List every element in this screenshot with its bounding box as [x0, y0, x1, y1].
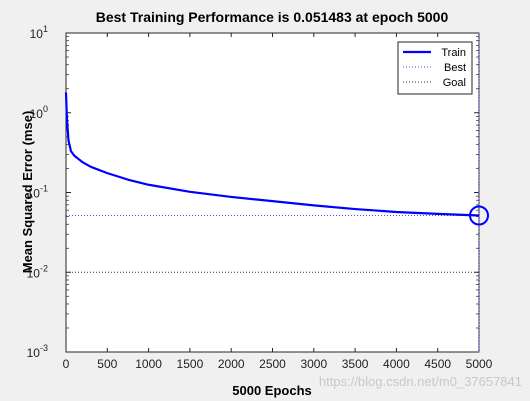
x-axis-ticks: 0 500 1000 1500 2000 2500 3000 3500 4000 4500 5000	[63, 33, 493, 371]
y-tick-exponent: -2	[40, 263, 48, 273]
x-tick-label: 5000	[466, 357, 493, 371]
y-tick-base: 10	[30, 27, 44, 41]
x-tick-label: 1000	[135, 357, 162, 371]
x-tick-label: 0	[63, 357, 70, 371]
y-tick-exponent: 0	[43, 104, 48, 114]
y-tick-label: 100	[30, 104, 48, 121]
x-tick-label: 2500	[259, 357, 286, 371]
y-tick-exponent: 1	[43, 24, 48, 34]
y-tick-base: 10	[30, 107, 44, 121]
x-axis-label: 5000 Epochs	[232, 383, 312, 398]
y-axis-label: Mean Squared Error (mse)	[20, 111, 35, 274]
x-tick-label: 4500	[424, 357, 451, 371]
x-tick-label: 3500	[342, 357, 369, 371]
x-tick-label: 500	[97, 357, 117, 371]
x-tick-label: 3000	[300, 357, 327, 371]
series-layer	[64, 33, 489, 352]
y-tick-label: 10-3	[27, 343, 48, 360]
legend-box	[397, 41, 473, 95]
watermark-text: https://blog.csdn.net/m0_37657841	[319, 374, 522, 389]
y-tick-label: 10-1	[27, 184, 48, 201]
y-tick-base: 10	[27, 266, 41, 280]
x-tick-label: 1500	[177, 357, 204, 371]
legend-entry-label: Train	[441, 47, 466, 59]
y-tick-base: 10	[27, 187, 41, 201]
x-tick-label: 4000	[383, 357, 410, 371]
legend-entry-label: Best	[444, 62, 466, 74]
legend-entry-label: Goal	[443, 77, 466, 89]
y-tick-label: 101	[30, 24, 48, 41]
x-tick-label: 2000	[218, 357, 245, 371]
y-tick-exponent: -3	[40, 343, 48, 353]
y-tick-exponent: -1	[40, 184, 48, 194]
y-tick-base: 10	[27, 346, 41, 360]
best-point-marker	[469, 205, 489, 226]
y-tick-label: 10-2	[27, 263, 48, 280]
chart-title: Best Training Performance is 0.051483 at…	[96, 9, 449, 25]
legend: Train Best Goal	[397, 41, 473, 95]
train-series-line	[64, 92, 480, 217]
